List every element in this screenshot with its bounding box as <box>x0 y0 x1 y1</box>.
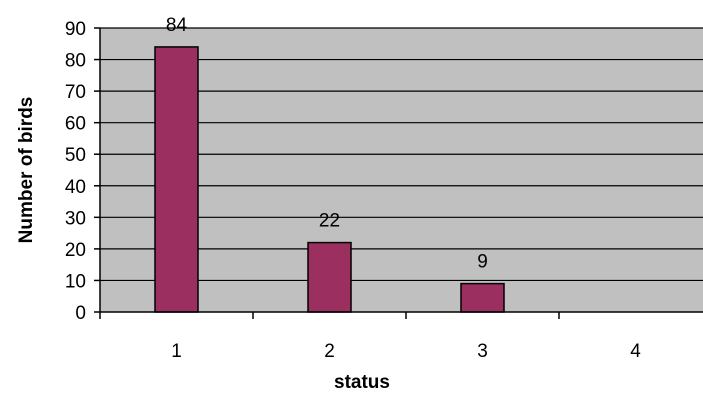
y-ticks: 0 10 20 30 40 50 60 70 80 90 <box>65 19 100 324</box>
bars <box>154 46 505 313</box>
y-tick-label: 50 <box>65 145 86 166</box>
bar <box>307 241 352 313</box>
y-tick-label: 60 <box>65 114 86 135</box>
x-ticks: 1 2 3 4 <box>99 312 641 362</box>
gridlines <box>100 27 703 282</box>
data-label: 84 <box>166 15 188 36</box>
y-tick-label: 30 <box>65 208 86 229</box>
y-axis-title: Number of birds <box>16 97 37 244</box>
y-tick-label: 80 <box>65 51 86 72</box>
x-tick-label: 1 <box>171 341 182 362</box>
y-tick-label: 40 <box>65 177 86 198</box>
bar <box>460 282 505 313</box>
x-tick-label: 2 <box>324 341 335 362</box>
y-tick-label: 0 <box>75 303 86 324</box>
y-tick-label: 70 <box>65 82 86 103</box>
y-tick-label: 90 <box>65 19 86 40</box>
y-tick-label: 20 <box>65 240 86 261</box>
data-labels: 84 22 9 <box>166 15 488 273</box>
bar <box>154 46 199 313</box>
x-axis-title: status <box>334 372 390 393</box>
x-tick-label: 3 <box>477 341 488 362</box>
data-label: 22 <box>319 211 340 232</box>
x-tick-label: 4 <box>630 341 641 362</box>
plot-area <box>100 28 703 312</box>
y-tick-label: 10 <box>65 271 86 292</box>
data-label: 9 <box>477 252 488 273</box>
